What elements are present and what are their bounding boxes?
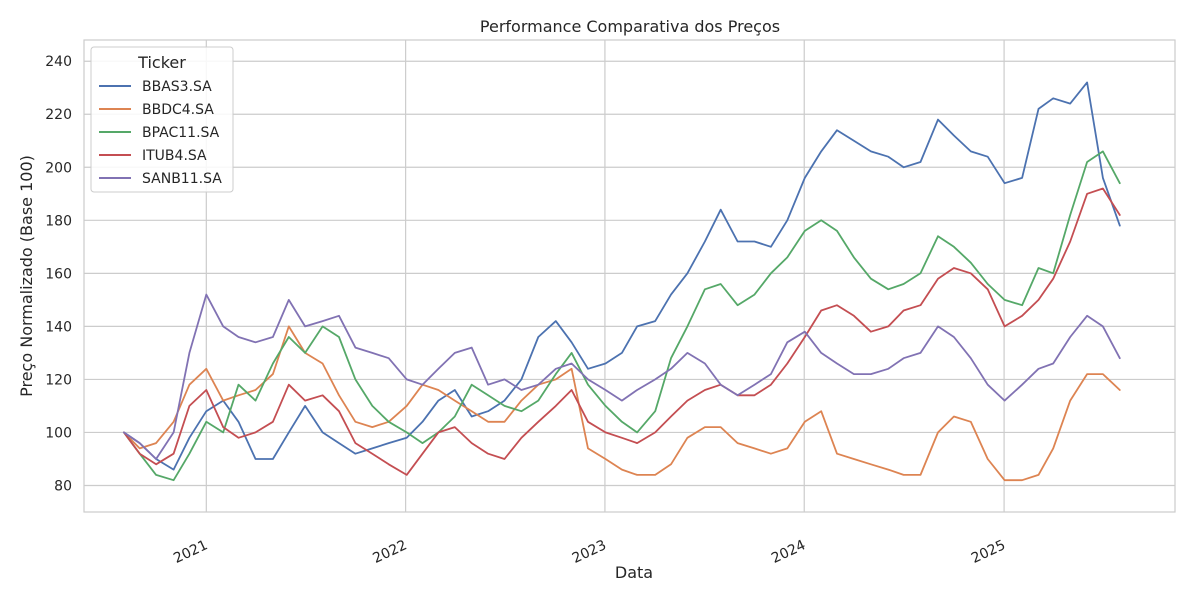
y-tick-label: 180 <box>45 213 72 229</box>
y-tick-label: 160 <box>45 266 72 282</box>
series-line-bbdc4-sa <box>123 325 1121 482</box>
series-line-itub4-sa <box>123 187 1121 476</box>
legend-label-bpac11-sa: BPAC11.SA <box>142 125 220 141</box>
axis-ticks: 80 100 120 140 160 180 200 220 240 2021 2022 2023 20… <box>45 54 1008 567</box>
legend-label-itub4-sa: ITUB4.SA <box>142 148 207 164</box>
x-tick-label: 2024 <box>769 537 808 567</box>
series-line-bpac11-sa <box>123 150 1121 482</box>
y-tick-label: 240 <box>45 54 72 70</box>
x-tick-label: 2022 <box>371 537 410 567</box>
y-tick-label: 100 <box>45 425 72 441</box>
y-tick-label: 80 <box>54 478 72 494</box>
chart-title: Performance Comparativa dos Preços <box>480 17 780 36</box>
legend-label-sanb11-sa: SANB11.SA <box>142 171 222 187</box>
y-axis-label: Preço Normalizado (Base 100) <box>17 155 36 397</box>
series-line-bbas3-sa <box>123 81 1121 471</box>
y-tick-label: 220 <box>45 107 72 123</box>
y-tick-label: 200 <box>45 160 72 176</box>
y-tick-label: 140 <box>45 319 72 335</box>
x-tick-label: 2021 <box>171 537 210 567</box>
legend-label-bbdc4-sa: BBDC4.SA <box>142 102 214 118</box>
series-lines <box>123 81 1121 482</box>
series-line-sanb11-sa <box>123 293 1121 460</box>
x-tick-label: 2025 <box>969 537 1008 567</box>
x-tick-label: 2023 <box>570 537 609 567</box>
legend-label-bbas3-sa: BBAS3.SA <box>142 79 212 95</box>
legend-items: BBAS3.SA BBDC4.SA BPAC11.SA ITUB4.SA SANB11.… <box>99 79 222 187</box>
legend-title: Ticker <box>137 53 186 72</box>
y-tick-label: 120 <box>45 372 72 388</box>
x-axis-label: Data <box>615 563 653 582</box>
plot-frame <box>83 39 1176 513</box>
legend: Ticker BBAS3.SA BBDC4.SA BPAC11.SA ITUB4.SA… <box>90 46 234 193</box>
